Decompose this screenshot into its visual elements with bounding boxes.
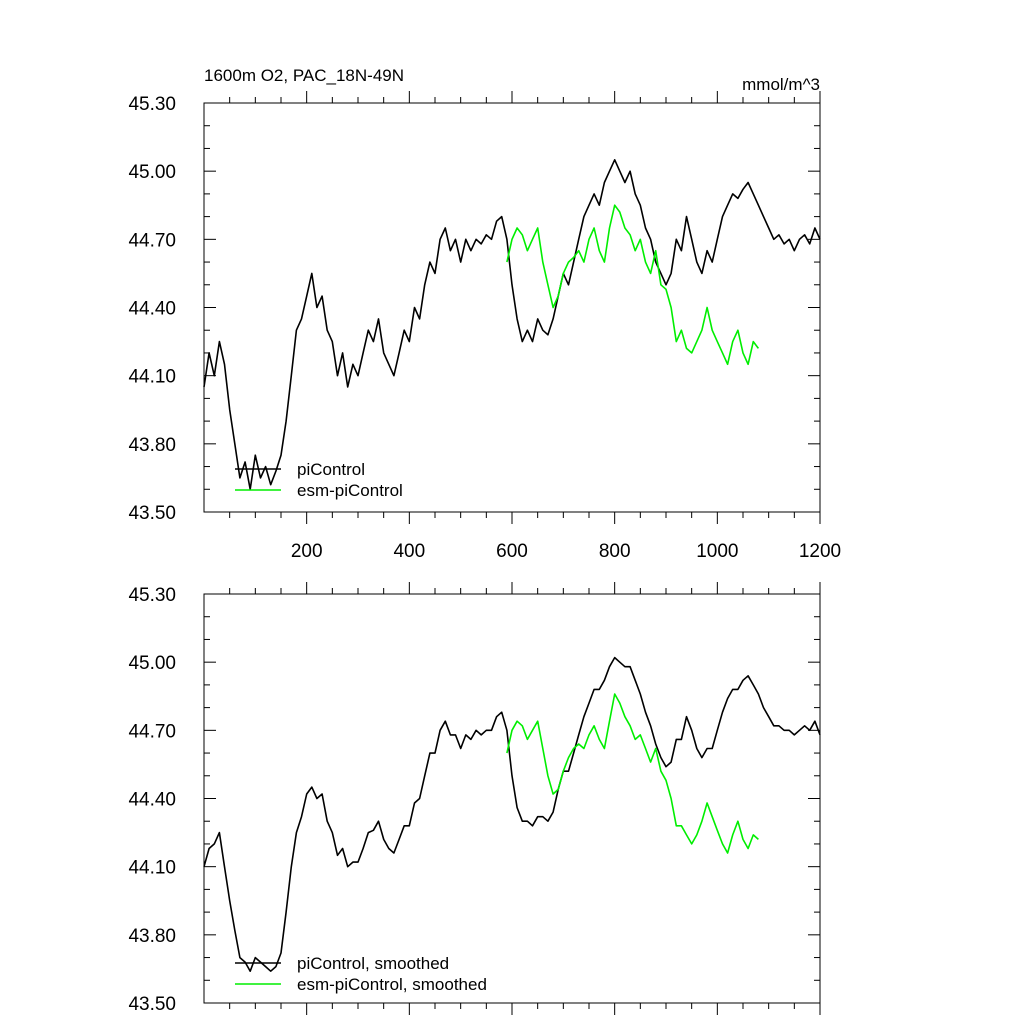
y-tick-label: 43.80	[128, 435, 176, 456]
legend-label: esm-piControl, smoothed	[297, 975, 487, 994]
y-tick-label: 43.50	[128, 994, 176, 1015]
y-tick-label: 44.70	[128, 721, 176, 742]
y-tick-label: 44.40	[128, 299, 176, 320]
plot-frame	[203, 102, 821, 513]
x-tick-label: 1000	[696, 541, 738, 562]
bottom-panel: 43.50 43.80 44.10 44.40 44.70 45.00 45.30 piCon…	[128, 582, 821, 1015]
x-tick-label: 400	[393, 541, 425, 562]
y-tick-label: 45.30	[128, 94, 176, 115]
legend-label: esm-piControl	[297, 481, 403, 500]
legend-label: piControl	[297, 460, 365, 479]
chart-title: 1600m O2, PAC_18N-49N	[204, 66, 404, 85]
series-line-picontrol-smoothed	[203, 656, 821, 973]
units-label: mmol/m^3	[742, 75, 820, 94]
y-tick-label: 43.50	[128, 503, 176, 524]
x-tick-label: 600	[496, 541, 528, 562]
legend-label: piControl, smoothed	[297, 954, 449, 973]
series-line-esm-picontrol-smoothed	[506, 693, 759, 854]
y-tick-label: 44.70	[128, 230, 176, 251]
y-tick-label: 44.40	[128, 790, 176, 811]
y-tick-label: 45.30	[128, 585, 176, 606]
x-tick-label: 200	[291, 541, 323, 562]
x-tick-label: 800	[599, 541, 631, 562]
y-tick-label: 45.00	[128, 162, 176, 183]
y-tick-label: 44.10	[128, 858, 176, 879]
series-line-picontrol	[203, 159, 821, 491]
series-line-esm-picontrol	[506, 204, 760, 366]
y-tick-label: 45.00	[128, 653, 176, 674]
top-panel: 43.50 43.80 44.10 44.40 44.70 45.00 45.30 200 40…	[128, 91, 841, 562]
plot-frame	[203, 593, 821, 1004]
x-tick-label: 1200	[799, 541, 841, 562]
y-tick-label: 43.80	[128, 926, 176, 947]
y-tick-label: 44.10	[128, 367, 176, 388]
